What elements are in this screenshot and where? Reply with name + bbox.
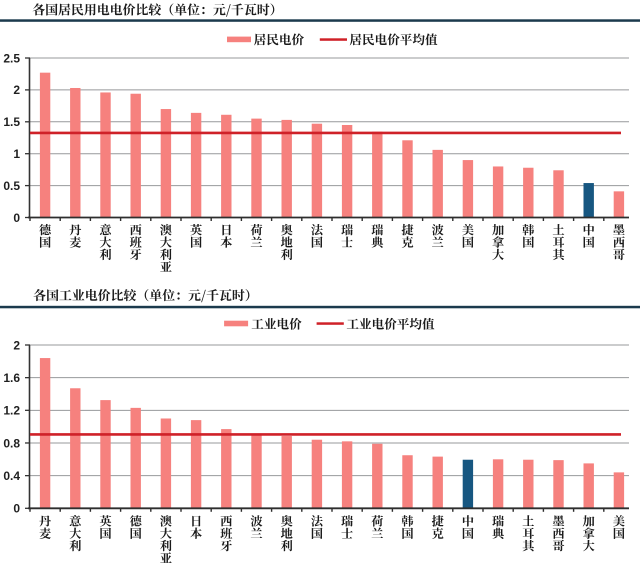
svg-text:2: 2 bbox=[13, 83, 20, 97]
svg-text:0: 0 bbox=[13, 211, 20, 225]
svg-text:1: 1 bbox=[13, 147, 20, 161]
svg-text:1.2: 1.2 bbox=[3, 404, 20, 418]
svg-text:0.8: 0.8 bbox=[3, 436, 20, 450]
svg-text:2.5: 2.5 bbox=[3, 51, 20, 65]
svg-text:0.5: 0.5 bbox=[3, 179, 20, 193]
svg-text:1.6: 1.6 bbox=[3, 371, 20, 385]
svg-text:0.4: 0.4 bbox=[3, 469, 20, 483]
svg-text:0: 0 bbox=[13, 502, 20, 516]
svg-text:2: 2 bbox=[13, 338, 20, 352]
svg-text:1.5: 1.5 bbox=[3, 115, 20, 129]
